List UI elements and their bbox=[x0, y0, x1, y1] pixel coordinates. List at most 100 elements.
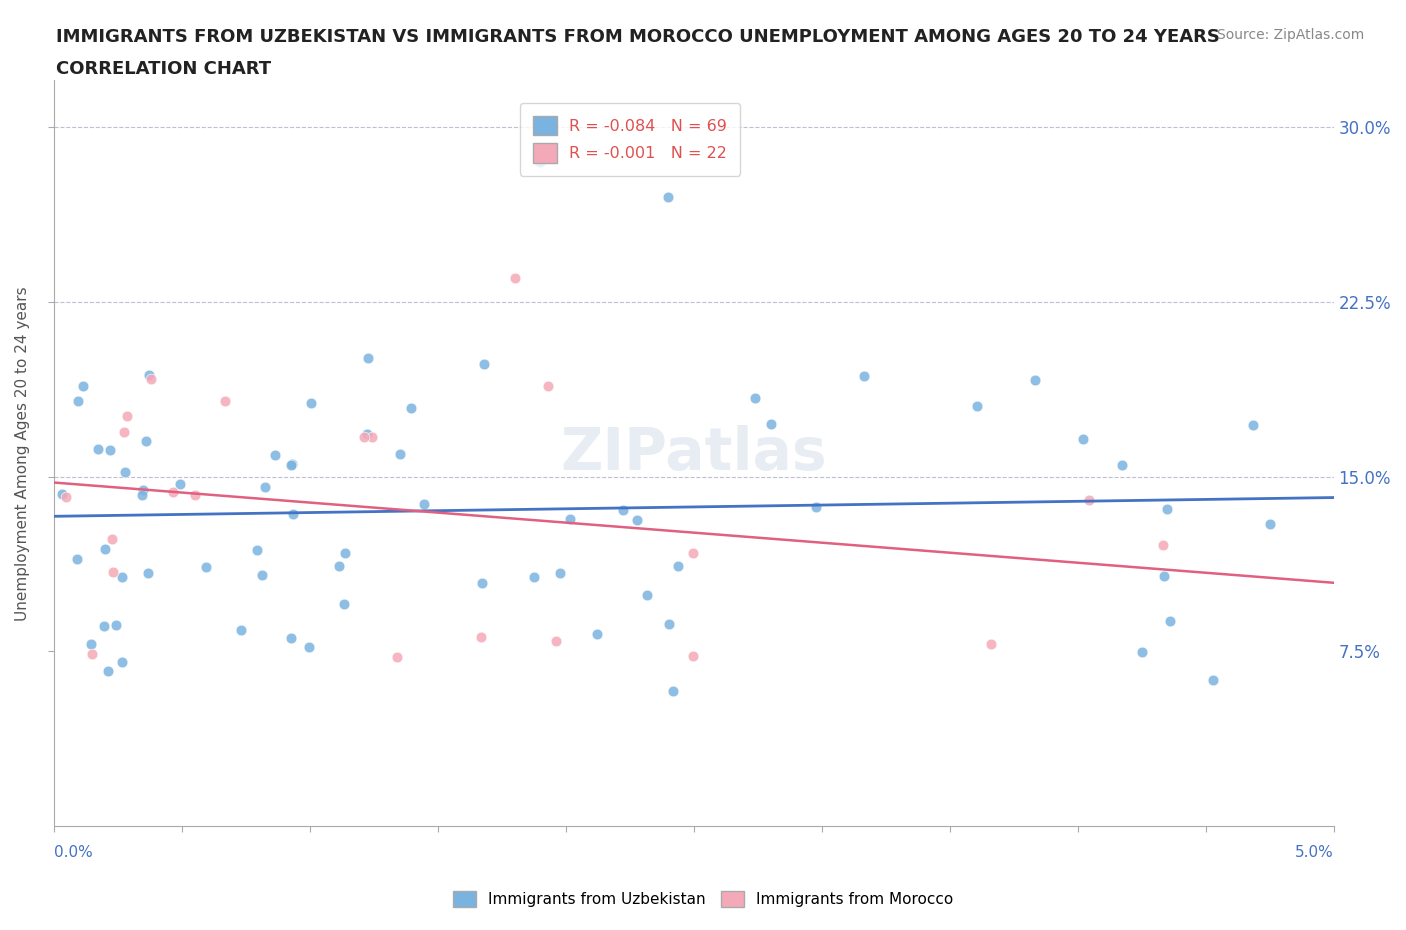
Point bbox=[66, 393, 89, 408]
Point bbox=[666, 559, 689, 574]
Point bbox=[558, 512, 581, 526]
Point bbox=[169, 477, 191, 492]
Point bbox=[94, 541, 117, 556]
Point bbox=[356, 427, 378, 442]
Text: 5.0%: 5.0% bbox=[1295, 845, 1333, 860]
Legend: R = -0.084   N = 69, R = -0.001   N = 22: R = -0.084 N = 69, R = -0.001 N = 22 bbox=[520, 103, 740, 176]
Y-axis label: Unemployment Among Ages 20 to 24 years: Unemployment Among Ages 20 to 24 years bbox=[15, 286, 30, 620]
Point bbox=[470, 630, 492, 644]
Point bbox=[299, 395, 322, 410]
Point bbox=[138, 368, 160, 383]
Point bbox=[548, 565, 571, 580]
Text: ZIPatlas: ZIPatlas bbox=[561, 425, 827, 482]
Point bbox=[1078, 493, 1101, 508]
Point bbox=[503, 271, 526, 286]
Point bbox=[112, 425, 135, 440]
Point bbox=[361, 430, 384, 445]
Point bbox=[523, 570, 546, 585]
Text: CORRELATION CHART: CORRELATION CHART bbox=[56, 60, 271, 78]
Point bbox=[586, 626, 609, 641]
Point bbox=[115, 408, 138, 423]
Point bbox=[388, 446, 411, 461]
Point bbox=[333, 545, 356, 560]
Point bbox=[806, 499, 828, 514]
Point bbox=[658, 617, 681, 631]
Point bbox=[682, 649, 704, 664]
Point bbox=[1153, 569, 1175, 584]
Point bbox=[297, 640, 319, 655]
Point bbox=[229, 623, 252, 638]
Point bbox=[399, 401, 422, 416]
Point bbox=[328, 559, 350, 574]
Point bbox=[55, 489, 77, 504]
Legend: Immigrants from Uzbekistan, Immigrants from Morocco: Immigrants from Uzbekistan, Immigrants f… bbox=[447, 884, 959, 913]
Point bbox=[246, 542, 269, 557]
Point bbox=[114, 464, 136, 479]
Text: IMMIGRANTS FROM UZBEKISTAN VS IMMIGRANTS FROM MOROCCO UNEMPLOYMENT AMONG AGES 20: IMMIGRANTS FROM UZBEKISTAN VS IMMIGRANTS… bbox=[56, 28, 1220, 46]
Point bbox=[529, 154, 551, 169]
Point bbox=[759, 417, 782, 432]
Point bbox=[626, 513, 648, 528]
Point bbox=[51, 486, 73, 501]
Point bbox=[253, 479, 276, 494]
Point bbox=[97, 663, 120, 678]
Point bbox=[612, 502, 634, 517]
Point bbox=[353, 430, 375, 445]
Point bbox=[332, 596, 354, 611]
Point bbox=[135, 433, 157, 448]
Point bbox=[183, 487, 205, 502]
Point bbox=[263, 447, 285, 462]
Point bbox=[250, 568, 273, 583]
Point bbox=[1258, 516, 1281, 531]
Point bbox=[214, 394, 236, 409]
Point bbox=[101, 565, 124, 579]
Point bbox=[280, 458, 302, 472]
Point bbox=[1130, 644, 1153, 659]
Point bbox=[80, 637, 103, 652]
Point bbox=[82, 646, 104, 661]
Point bbox=[72, 379, 94, 394]
Point bbox=[472, 356, 495, 371]
Point bbox=[93, 618, 115, 633]
Point bbox=[385, 649, 408, 664]
Point bbox=[636, 588, 658, 603]
Point bbox=[657, 189, 679, 204]
Point bbox=[471, 576, 494, 591]
Point bbox=[280, 631, 302, 646]
Point bbox=[1201, 673, 1223, 688]
Point bbox=[1156, 501, 1178, 516]
Point bbox=[111, 570, 134, 585]
Point bbox=[283, 506, 305, 521]
Point bbox=[853, 368, 876, 383]
Point bbox=[1241, 418, 1264, 432]
Point bbox=[101, 531, 124, 546]
Point bbox=[1159, 614, 1181, 629]
Point bbox=[356, 351, 378, 365]
Point bbox=[104, 618, 127, 632]
Point bbox=[744, 391, 766, 405]
Text: 0.0%: 0.0% bbox=[55, 845, 93, 860]
Point bbox=[537, 379, 560, 393]
Point bbox=[281, 457, 304, 472]
Point bbox=[66, 551, 89, 566]
Point bbox=[100, 443, 122, 458]
Point bbox=[87, 442, 110, 457]
Point bbox=[1152, 538, 1174, 552]
Point bbox=[682, 545, 704, 560]
Point bbox=[194, 559, 217, 574]
Point bbox=[1071, 432, 1094, 446]
Text: Source: ZipAtlas.com: Source: ZipAtlas.com bbox=[1216, 28, 1364, 42]
Point bbox=[132, 483, 155, 498]
Point bbox=[662, 684, 685, 698]
Point bbox=[412, 497, 434, 512]
Point bbox=[1111, 458, 1133, 472]
Point bbox=[162, 485, 184, 499]
Point bbox=[1024, 373, 1046, 388]
Point bbox=[131, 488, 153, 503]
Point bbox=[136, 565, 159, 580]
Point bbox=[111, 655, 134, 670]
Point bbox=[139, 372, 162, 387]
Point bbox=[966, 398, 988, 413]
Point bbox=[544, 633, 567, 648]
Point bbox=[980, 636, 1002, 651]
